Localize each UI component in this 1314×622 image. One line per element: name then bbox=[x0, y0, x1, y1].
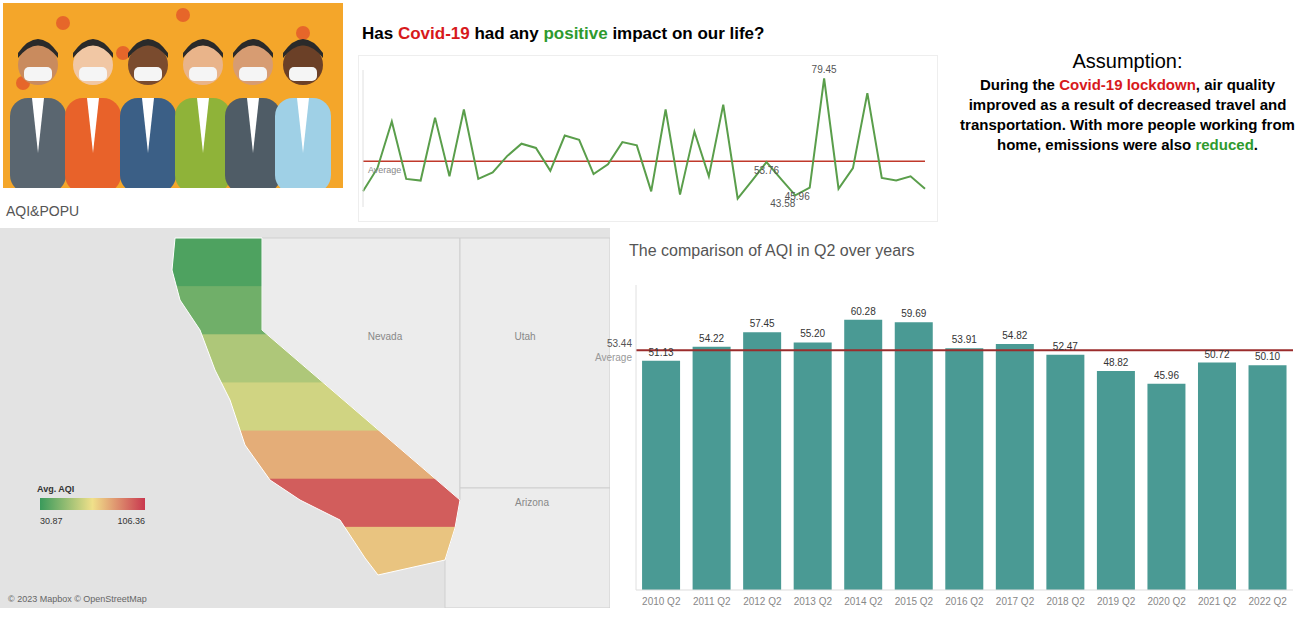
svg-text:2011 Q2: 2011 Q2 bbox=[693, 596, 731, 607]
svg-text:55.20: 55.20 bbox=[800, 328, 825, 339]
svg-text:2016 Q2: 2016 Q2 bbox=[945, 596, 984, 607]
svg-text:30.87: 30.87 bbox=[40, 516, 63, 526]
html-text:AQI&POPU: AQI&POPU bbox=[6, 203, 80, 219]
svg-text:2019 Q2: 2019 Q2 bbox=[1097, 596, 1136, 607]
svg-text:53.91: 53.91 bbox=[952, 334, 977, 345]
svg-text:2020 Q2: 2020 Q2 bbox=[1147, 596, 1186, 607]
html-text:Has Covid-19 had any positive: Has Covid-19 had any positive impact on … bbox=[362, 24, 765, 43]
svg-text:51.13: 51.13 bbox=[649, 347, 674, 358]
svg-text:54.82: 54.82 bbox=[1002, 330, 1027, 341]
svg-text:53.44: 53.44 bbox=[607, 338, 632, 349]
html-text:Assumption:: Assumption: bbox=[1072, 50, 1183, 72]
svg-text:Average: Average bbox=[595, 352, 633, 363]
svg-text:2022 Q2: 2022 Q2 bbox=[1249, 596, 1288, 607]
svg-text:2017 Q2: 2017 Q2 bbox=[996, 596, 1035, 607]
svg-text:57.45: 57.45 bbox=[750, 318, 775, 329]
svg-text:45.96: 45.96 bbox=[1154, 370, 1179, 381]
svg-text:2018 Q2: 2018 Q2 bbox=[1046, 596, 1085, 607]
svg-text:50.72: 50.72 bbox=[1204, 349, 1229, 360]
svg-text:© 2023 Mapbox © OpenStreetMap: © 2023 Mapbox © OpenStreetMap bbox=[8, 594, 147, 604]
svg-text:43.58: 43.58 bbox=[770, 198, 796, 210]
svg-text:2013 Q2: 2013 Q2 bbox=[794, 596, 833, 607]
svg-text:2015 Q2: 2015 Q2 bbox=[895, 596, 934, 607]
svg-text:50.10: 50.10 bbox=[1255, 351, 1280, 362]
svg-text:Nevada: Nevada bbox=[368, 331, 403, 342]
svg-text:106.36: 106.36 bbox=[117, 516, 145, 526]
svg-text:45.96: 45.96 bbox=[785, 191, 810, 202]
svg-text:Arizona: Arizona bbox=[515, 497, 549, 508]
html-text:The comparison of AQI in Q2 ov: The comparison of AQI in Q2 over years bbox=[629, 242, 915, 259]
svg-text:59.69: 59.69 bbox=[901, 308, 926, 319]
svg-text:2012 Q2: 2012 Q2 bbox=[743, 596, 782, 607]
svg-text:Average: Average bbox=[368, 165, 401, 175]
svg-text:2021 Q2: 2021 Q2 bbox=[1198, 596, 1237, 607]
svg-text:79.45: 79.45 bbox=[812, 64, 837, 75]
svg-text:2014 Q2: 2014 Q2 bbox=[844, 596, 883, 607]
svg-text:Utah: Utah bbox=[514, 331, 535, 342]
svg-text:52.47: 52.47 bbox=[1053, 341, 1078, 352]
html-text:During the Covid-19 lockdown,: During the Covid-19 lockdown, air qualit… bbox=[960, 76, 1295, 153]
svg-text:54.22: 54.22 bbox=[699, 333, 724, 344]
svg-text:60.28: 60.28 bbox=[851, 306, 876, 317]
svg-text:2010 Q2: 2010 Q2 bbox=[642, 596, 681, 607]
svg-text:Avg. AQI: Avg. AQI bbox=[37, 484, 74, 494]
svg-text:53.76: 53.76 bbox=[754, 165, 779, 176]
svg-text:48.82: 48.82 bbox=[1103, 357, 1128, 368]
